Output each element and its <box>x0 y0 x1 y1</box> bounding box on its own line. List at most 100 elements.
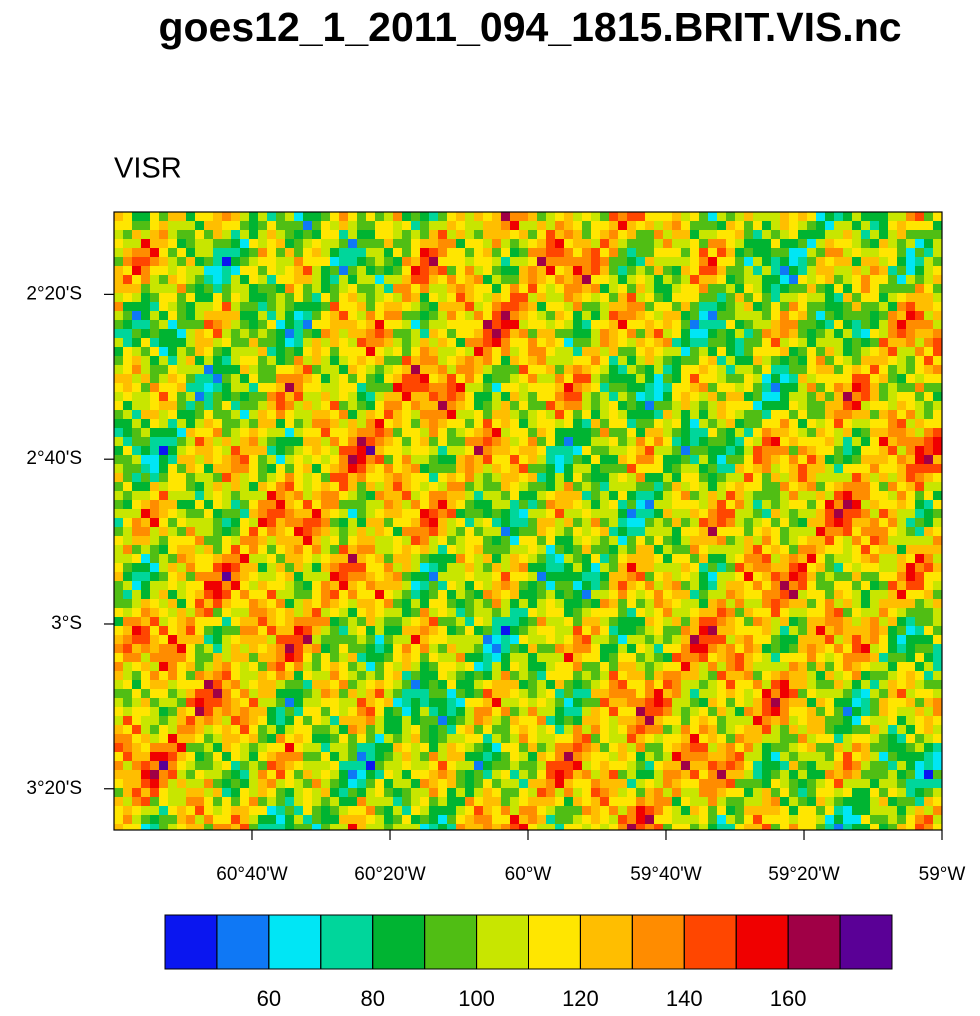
field-cell <box>519 302 528 311</box>
field-cell <box>501 221 510 230</box>
field-cell <box>384 554 393 563</box>
field-cell <box>564 608 573 617</box>
field-cell <box>231 419 240 428</box>
field-cell <box>168 311 177 320</box>
field-cell <box>402 419 411 428</box>
field-cell <box>753 590 762 599</box>
field-cell <box>231 626 240 635</box>
field-cell <box>330 257 339 266</box>
field-cell <box>285 608 294 617</box>
field-cell <box>438 626 447 635</box>
field-cell <box>438 401 447 410</box>
field-cell <box>708 446 717 455</box>
field-cell <box>204 311 213 320</box>
field-cell <box>771 212 780 221</box>
field-cell <box>447 599 456 608</box>
field-cell <box>501 311 510 320</box>
field-cell <box>312 608 321 617</box>
field-cell <box>321 599 330 608</box>
field-cell <box>924 590 933 599</box>
field-cell <box>375 482 384 491</box>
field-cell <box>528 401 537 410</box>
field-cell <box>834 464 843 473</box>
field-cell <box>429 275 438 284</box>
field-cell <box>564 500 573 509</box>
field-cell <box>375 302 384 311</box>
field-cell <box>447 212 456 221</box>
field-cell <box>699 572 708 581</box>
field-cell <box>825 554 834 563</box>
field-cell <box>159 383 168 392</box>
field-cell <box>780 653 789 662</box>
field-cell <box>843 347 852 356</box>
field-cell <box>699 635 708 644</box>
field-cell <box>537 617 546 626</box>
field-cell <box>564 311 573 320</box>
field-cell <box>681 311 690 320</box>
field-cell <box>240 635 249 644</box>
field-cell <box>564 248 573 257</box>
field-cell <box>753 293 762 302</box>
field-cell <box>501 617 510 626</box>
field-cell <box>906 302 915 311</box>
field-cell <box>780 617 789 626</box>
field-cell <box>240 554 249 563</box>
field-cell <box>546 221 555 230</box>
field-cell <box>213 473 222 482</box>
field-cell <box>591 509 600 518</box>
field-cell <box>132 284 141 293</box>
field-cell <box>771 419 780 428</box>
field-cell <box>546 464 555 473</box>
field-cell <box>429 437 438 446</box>
field-cell <box>429 221 438 230</box>
field-cell <box>168 545 177 554</box>
field-cell <box>807 464 816 473</box>
field-cell <box>717 230 726 239</box>
field-cell <box>897 653 906 662</box>
field-cell <box>744 266 753 275</box>
field-cell <box>528 473 537 482</box>
field-cell <box>834 518 843 527</box>
field-cell <box>573 626 582 635</box>
field-cell <box>843 536 852 545</box>
field-cell <box>456 671 465 680</box>
field-cell <box>285 527 294 536</box>
field-cell <box>195 266 204 275</box>
field-cell <box>852 248 861 257</box>
field-cell <box>573 680 582 689</box>
field-cell <box>870 437 879 446</box>
field-cell <box>762 662 771 671</box>
field-cell <box>780 221 789 230</box>
field-cell <box>213 230 222 239</box>
field-cell <box>663 572 672 581</box>
field-cell <box>645 554 654 563</box>
field-cell <box>780 428 789 437</box>
field-cell <box>582 581 591 590</box>
field-cell <box>654 248 663 257</box>
field-cell <box>519 428 528 437</box>
field-cell <box>114 617 123 626</box>
field-cell <box>600 599 609 608</box>
field-cell <box>897 527 906 536</box>
field-cell <box>465 662 474 671</box>
field-cell <box>429 689 438 698</box>
field-cell <box>339 554 348 563</box>
field-cell <box>897 248 906 257</box>
field-cell <box>681 626 690 635</box>
field-cell <box>753 509 762 518</box>
field-cell <box>726 617 735 626</box>
field-cell <box>132 338 141 347</box>
field-cell <box>753 572 762 581</box>
field-cell <box>645 446 654 455</box>
field-cell <box>123 590 132 599</box>
field-cell <box>699 302 708 311</box>
field-cell <box>870 608 879 617</box>
field-cell <box>321 248 330 257</box>
field-cell <box>798 266 807 275</box>
field-cell <box>393 347 402 356</box>
field-cell <box>870 446 879 455</box>
field-cell <box>321 410 330 419</box>
field-cell <box>933 671 942 680</box>
field-cell <box>573 455 582 464</box>
field-cell <box>519 284 528 293</box>
